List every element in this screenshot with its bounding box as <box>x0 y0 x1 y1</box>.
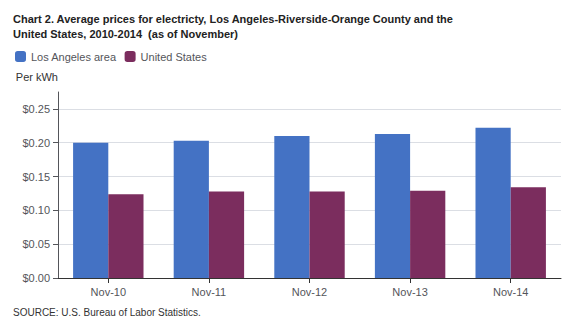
svg-text:Nov-10: Nov-10 <box>91 286 126 298</box>
svg-text:$0.15: $0.15 <box>22 171 50 183</box>
svg-text:Los Angeles area: Los Angeles area <box>31 51 117 63</box>
svg-text:Nov-12: Nov-12 <box>292 286 327 298</box>
svg-text:$0.10: $0.10 <box>22 204 50 216</box>
svg-text:Chart 2. Average prices for el: Chart 2. Average prices for electricty, … <box>13 13 453 25</box>
svg-text:United States, 2010-2014 (as: United States, 2010-2014 (as of November… <box>13 28 238 40</box>
svg-text:$0.00: $0.00 <box>22 272 50 284</box>
svg-text:$0.05: $0.05 <box>22 238 50 250</box>
svg-text:$0.25: $0.25 <box>22 103 50 115</box>
svg-text:SOURCE: U.S. Bureau of Labor S: SOURCE: U.S. Bureau of Labor Statistics. <box>13 307 201 318</box>
svg-text:Per kWh: Per kWh <box>16 71 58 83</box>
svg-text:Nov-11: Nov-11 <box>192 286 227 298</box>
svg-text:United States: United States <box>141 51 208 63</box>
svg-text:Nov-13: Nov-13 <box>392 286 427 298</box>
svg-text:Nov-14: Nov-14 <box>493 286 528 298</box>
svg-text:$0.20: $0.20 <box>22 137 50 149</box>
